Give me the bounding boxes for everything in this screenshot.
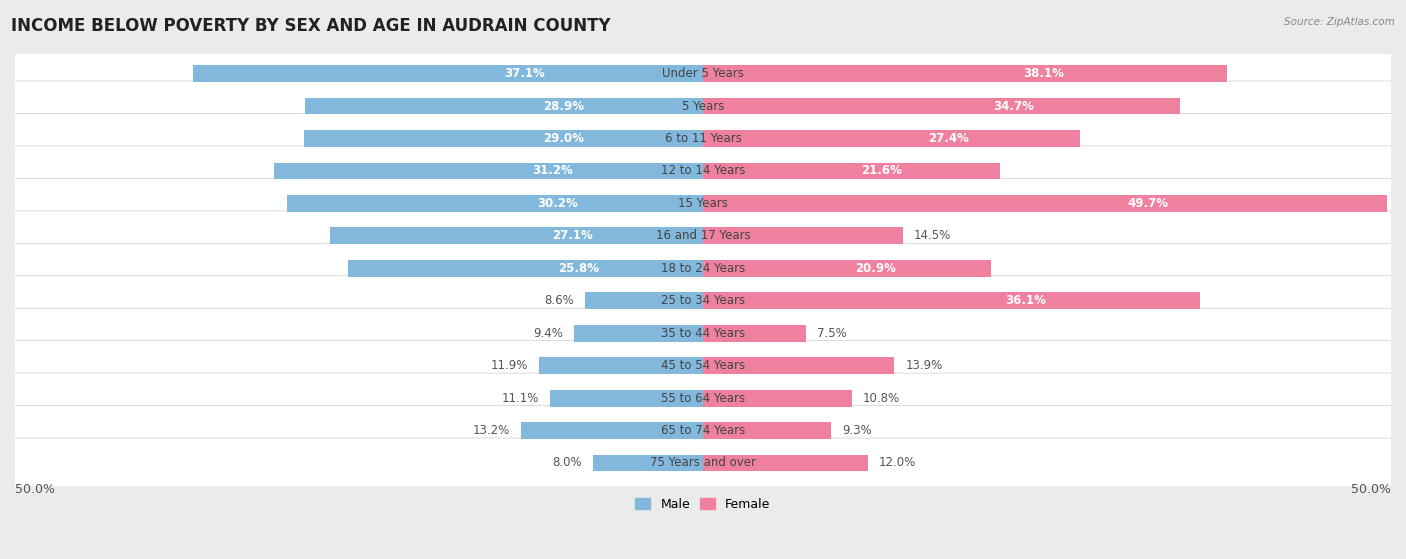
Bar: [193, 65, 703, 82]
Text: 11.1%: 11.1%: [502, 392, 540, 405]
Bar: [703, 292, 1199, 309]
Text: Under 5 Years: Under 5 Years: [662, 67, 744, 80]
FancyBboxPatch shape: [11, 373, 1395, 423]
Bar: [703, 65, 1227, 82]
Text: 9.3%: 9.3%: [842, 424, 872, 437]
Bar: [550, 390, 703, 406]
Text: 50.0%: 50.0%: [15, 483, 55, 496]
Bar: [703, 422, 831, 439]
Text: 75 Years and over: 75 Years and over: [650, 457, 756, 470]
Text: 49.7%: 49.7%: [1128, 197, 1168, 210]
Bar: [305, 98, 703, 115]
Text: INCOME BELOW POVERTY BY SEX AND AGE IN AUDRAIN COUNTY: INCOME BELOW POVERTY BY SEX AND AGE IN A…: [11, 17, 610, 35]
FancyBboxPatch shape: [11, 438, 1395, 488]
Bar: [703, 390, 852, 406]
Text: 7.5%: 7.5%: [817, 326, 846, 340]
FancyBboxPatch shape: [11, 276, 1395, 326]
Text: 10.8%: 10.8%: [863, 392, 900, 405]
Text: 27.4%: 27.4%: [928, 132, 969, 145]
Bar: [703, 228, 903, 244]
Text: 25 to 34 Years: 25 to 34 Years: [661, 294, 745, 307]
Bar: [703, 195, 1386, 212]
Text: 50.0%: 50.0%: [1351, 483, 1391, 496]
Text: 36.1%: 36.1%: [1005, 294, 1046, 307]
Text: 13.9%: 13.9%: [905, 359, 942, 372]
FancyBboxPatch shape: [11, 49, 1395, 98]
Text: 27.1%: 27.1%: [553, 229, 593, 243]
Text: 14.5%: 14.5%: [914, 229, 950, 243]
Text: 21.6%: 21.6%: [860, 164, 901, 177]
Text: 12 to 14 Years: 12 to 14 Years: [661, 164, 745, 177]
Text: Source: ZipAtlas.com: Source: ZipAtlas.com: [1284, 17, 1395, 27]
Legend: Male, Female: Male, Female: [630, 493, 776, 516]
Text: 65 to 74 Years: 65 to 74 Years: [661, 424, 745, 437]
Text: 9.4%: 9.4%: [533, 326, 562, 340]
FancyBboxPatch shape: [11, 178, 1395, 229]
Text: 38.1%: 38.1%: [1024, 67, 1064, 80]
FancyBboxPatch shape: [11, 308, 1395, 358]
Bar: [703, 357, 894, 374]
Text: 29.0%: 29.0%: [543, 132, 583, 145]
Bar: [522, 422, 703, 439]
Text: 28.9%: 28.9%: [543, 100, 585, 112]
Text: 5 Years: 5 Years: [682, 100, 724, 112]
Text: 11.9%: 11.9%: [491, 359, 529, 372]
Text: 12.0%: 12.0%: [879, 457, 917, 470]
Text: 30.2%: 30.2%: [537, 197, 578, 210]
FancyBboxPatch shape: [11, 113, 1395, 163]
FancyBboxPatch shape: [11, 340, 1395, 391]
FancyBboxPatch shape: [11, 81, 1395, 131]
Bar: [703, 163, 1000, 179]
Bar: [703, 98, 1181, 115]
Text: 37.1%: 37.1%: [503, 67, 544, 80]
FancyBboxPatch shape: [11, 211, 1395, 261]
Text: 45 to 54 Years: 45 to 54 Years: [661, 359, 745, 372]
Bar: [274, 163, 703, 179]
Text: 13.2%: 13.2%: [472, 424, 510, 437]
Text: 18 to 24 Years: 18 to 24 Years: [661, 262, 745, 275]
FancyBboxPatch shape: [11, 406, 1395, 456]
FancyBboxPatch shape: [11, 146, 1395, 196]
Bar: [703, 130, 1080, 147]
Bar: [703, 325, 806, 342]
Bar: [349, 260, 703, 277]
Bar: [540, 357, 703, 374]
Bar: [574, 325, 703, 342]
Text: 8.0%: 8.0%: [553, 457, 582, 470]
Bar: [593, 454, 703, 471]
Bar: [703, 454, 868, 471]
Text: 25.8%: 25.8%: [558, 262, 599, 275]
Text: 31.2%: 31.2%: [533, 164, 574, 177]
Text: 8.6%: 8.6%: [544, 294, 574, 307]
Text: 6 to 11 Years: 6 to 11 Years: [665, 132, 741, 145]
Text: 55 to 64 Years: 55 to 64 Years: [661, 392, 745, 405]
Text: 35 to 44 Years: 35 to 44 Years: [661, 326, 745, 340]
Bar: [287, 195, 703, 212]
Text: 34.7%: 34.7%: [993, 100, 1033, 112]
Bar: [330, 228, 703, 244]
Bar: [304, 130, 703, 147]
FancyBboxPatch shape: [11, 243, 1395, 293]
Bar: [585, 292, 703, 309]
Text: 16 and 17 Years: 16 and 17 Years: [655, 229, 751, 243]
Text: 15 Years: 15 Years: [678, 197, 728, 210]
Text: 20.9%: 20.9%: [855, 262, 896, 275]
Bar: [703, 260, 991, 277]
